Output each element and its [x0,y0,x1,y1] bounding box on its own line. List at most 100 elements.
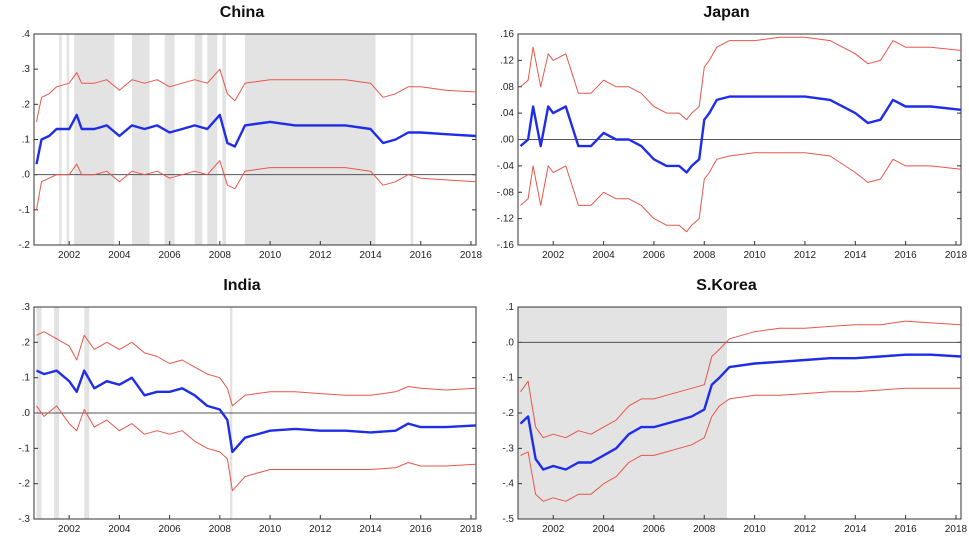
upper-band-line [36,68,477,122]
y-tick-label: -.3 [502,443,514,454]
y-tick-label: -.04 [497,161,515,172]
y-tick-label: .04 [500,108,514,119]
y-tick-label: -.1 [18,205,30,216]
x-tick-label: 2008 [693,250,716,261]
lower-band-line [520,152,962,233]
x-tick-label: 2006 [158,524,181,535]
upper-band-line [36,331,477,407]
y-tick-label: -.1 [502,373,514,384]
x-tick-label: 2014 [359,524,382,535]
x-tick-label: 2010 [259,250,282,261]
y-tick-label: -.16 [497,240,515,251]
y-tick-label: -.5 [502,514,514,525]
x-tick-label: 2012 [794,250,817,261]
x-tick-label: 2002 [542,250,565,261]
estimate-line [519,95,962,174]
chart-title: S.Korea [696,277,757,294]
shaded-region [410,34,414,245]
y-tick-label: -.2 [502,408,514,419]
y-tick-label: .12 [500,55,514,66]
x-tick-label: 2008 [209,524,232,535]
chart-svg: -.2 -.1 .0 .1 .2 .3 .4 2002 2004 2006 2008 2010 2012… [18,29,483,261]
chart-title: China [219,4,265,21]
x-tick-label: 2006 [643,250,666,261]
chart-title: India [223,277,261,294]
chart-panel-japan: Japan -.16 -.12 -.08 -.04 .00 .04 .08 .12 .16 200… [484,0,969,273]
x-tick-label: 2008 [209,250,232,261]
chart-svg: -.5 -.4 -.3 -.2 -.1 .0 .1 2002 2004 2006 2008 2010 2… [502,302,968,535]
x-tick-label: 2012 [309,524,332,535]
x-tick-label: 2016 [895,524,918,535]
shaded-region [66,34,70,245]
y-tick-label: .3 [22,302,31,313]
y-tick-label: -.08 [497,187,515,198]
y-tick-label: .08 [500,82,514,93]
chart-svg: -.16 -.12 -.08 -.04 .00 .04 .08 .12 .16 2002 2004 2… [497,29,968,261]
y-tick-label: .0 [22,408,31,419]
y-tick-label: -.3 [18,514,30,525]
x-tick-label: 2018 [945,250,968,261]
y-tick-label: -.2 [18,479,30,490]
y-tick-label: .00 [500,135,514,146]
shaded-region [59,34,62,245]
y-tick-label: .0 [22,170,31,181]
y-tick-label: .4 [22,29,31,40]
estimate-line [519,353,962,471]
chart-svg: -.3 -.2 -.1 .0 .1 .2 .3 2002 2004 2006 2008 2010 201… [18,302,483,535]
x-tick-label: 2004 [108,524,131,535]
x-tick-label: 2002 [58,524,81,535]
x-tick-label: 2006 [158,250,181,261]
lower-band-line [36,160,477,210]
upper-band-line [520,36,962,121]
shaded-region [131,34,150,245]
x-tick-label: 2010 [743,250,766,261]
x-tick-label: 2012 [309,250,332,261]
chart-panel-india: India -.3 -.2 -.1 .0 .1 .2 .3 2002 2004 2006 2008 2… [0,273,484,547]
estimate-line [35,369,477,454]
lower-band-line [36,405,477,492]
x-tick-label: 2010 [259,524,282,535]
lower-band-line [520,387,961,502]
x-tick-label: 2002 [542,524,565,535]
x-tick-label: 2018 [460,250,483,261]
chart-panel-s-korea: S.Korea -.5 -.4 -.3 -.2 -.1 .0 .1 2002 2004 2006 2… [484,273,969,547]
x-tick-label: 2018 [460,524,483,535]
y-tick-label: .1 [22,135,31,146]
x-tick-label: 2014 [844,524,867,535]
x-tick-label: 2016 [410,524,433,535]
shaded-region [164,34,175,245]
y-tick-label: .1 [506,302,515,313]
x-tick-label: 2010 [743,524,766,535]
y-tick-label: .3 [22,64,31,75]
shaded-region [222,34,227,245]
x-tick-label: 2004 [592,524,615,535]
y-tick-label: .2 [22,337,31,348]
upper-band-line [520,320,962,439]
shaded-region [244,34,376,245]
x-tick-label: 2014 [844,250,867,261]
x-tick-label: 2016 [895,250,918,261]
y-tick-label: -.12 [497,214,515,225]
x-tick-label: 2002 [58,250,81,261]
x-tick-label: 2006 [643,524,666,535]
x-tick-label: 2008 [693,524,716,535]
y-tick-label: .1 [22,373,31,384]
y-tick-label: .16 [500,29,514,40]
x-tick-label: 2016 [410,250,433,261]
y-tick-label: -.2 [18,240,30,251]
shaded-region [74,34,115,245]
x-tick-label: 2018 [945,524,968,535]
chart-title: Japan [703,4,750,21]
y-tick-label: .0 [506,337,515,348]
y-tick-label: -.1 [18,443,30,454]
x-tick-label: 2012 [794,524,817,535]
estimate-line [35,113,477,165]
x-tick-label: 2004 [592,250,615,261]
shaded-region [194,34,203,245]
x-tick-label: 2004 [108,250,131,261]
y-tick-label: .2 [22,99,31,110]
shaded-region [207,34,218,245]
y-tick-label: -.4 [502,479,514,490]
x-tick-label: 2014 [359,250,382,261]
chart-panel-china: China -.2 -.1 .0 .1 .2 .3 .4 2002 2004 2006 2008 20… [0,0,484,273]
